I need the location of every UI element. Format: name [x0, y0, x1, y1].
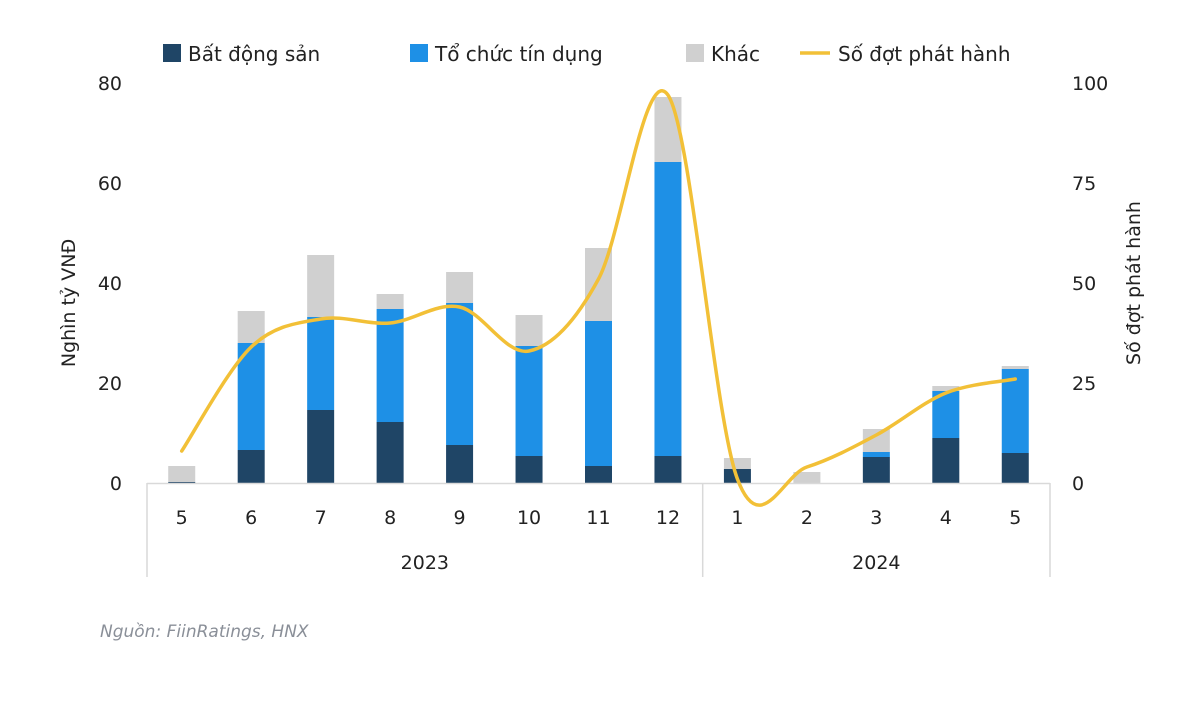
bar-tctd: [516, 346, 543, 456]
bar-khac: [168, 466, 195, 482]
legend-label: Bất động sản: [188, 42, 320, 66]
y2-tick-label: 25: [1072, 373, 1096, 395]
year-label: 2024: [852, 552, 900, 574]
legend-swatch: [163, 44, 181, 62]
legend-swatch: [410, 44, 428, 62]
x-tick-label: 2: [801, 507, 813, 529]
legend-swatch: [686, 44, 704, 62]
y-tick-label: 0: [110, 473, 122, 495]
x-tick-label: 6: [245, 507, 257, 529]
bar-khac: [1002, 366, 1029, 369]
x-tick-label: 1: [731, 507, 743, 529]
y-tick-label: 40: [98, 273, 122, 295]
x-tick-label: 5: [176, 507, 188, 529]
bar-tctd: [377, 309, 404, 422]
bar-khac: [377, 294, 404, 309]
x-tick-label: 12: [656, 507, 680, 529]
y2-tick-label: 100: [1072, 73, 1108, 95]
y-tick-label: 80: [98, 73, 122, 95]
bar-bds: [307, 410, 334, 483]
x-tick-label: 5: [1009, 507, 1021, 529]
bar-bds: [932, 438, 959, 483]
bar-tctd: [307, 317, 334, 410]
x-tick-label: 11: [586, 507, 610, 529]
bar-tctd: [585, 321, 612, 466]
bar-bds: [377, 422, 404, 483]
y2-tick-label: 50: [1072, 273, 1096, 295]
bar-khac: [446, 272, 473, 303]
legend-label: Khác: [711, 42, 760, 66]
x-tick-label: 8: [384, 507, 396, 529]
y-axis-title: Nghìn tỷ VNĐ: [58, 239, 80, 367]
y-tick-label: 60: [98, 173, 122, 195]
bar-khac: [516, 315, 543, 346]
bar-tctd: [446, 303, 473, 445]
x-tick-label: 7: [315, 507, 327, 529]
y2-axis-title: Số đợt phát hành: [1123, 201, 1145, 365]
y2-tick-label: 75: [1072, 173, 1096, 195]
bar-tctd: [863, 452, 890, 457]
bar-bds: [516, 456, 543, 483]
x-tick-label: 10: [517, 507, 541, 529]
bar-khac: [307, 255, 334, 317]
bar-bds: [654, 456, 681, 483]
bar-bds: [446, 445, 473, 483]
legend-label: Tổ chức tín dụng: [434, 42, 603, 66]
legend-label: Số đợt phát hành: [838, 42, 1011, 66]
bar-tctd: [654, 162, 681, 456]
bar-bds: [585, 466, 612, 483]
x-tick-label: 3: [870, 507, 882, 529]
y2-tick-label: 0: [1072, 473, 1084, 495]
bar-bds: [863, 457, 890, 483]
bar-bds: [1002, 453, 1029, 483]
source-note: Nguồn: FiinRatings, HNX: [100, 622, 309, 642]
x-tick-label: 4: [940, 507, 952, 529]
bar-khac: [724, 458, 751, 469]
bar-bds: [238, 450, 265, 483]
y-tick-label: 20: [98, 373, 122, 395]
year-label: 2023: [401, 552, 449, 574]
bar-khac: [654, 97, 681, 162]
x-tick-label: 9: [454, 507, 466, 529]
